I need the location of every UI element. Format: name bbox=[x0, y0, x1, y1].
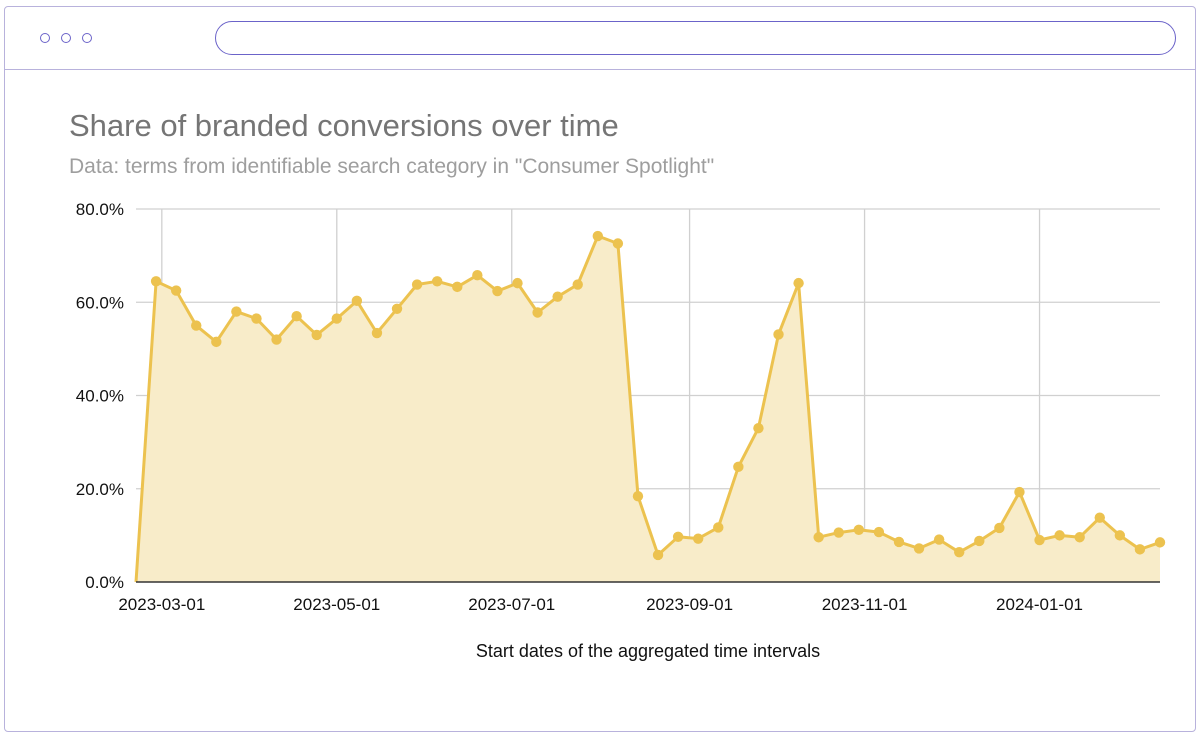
data-point[interactable] bbox=[331, 313, 342, 324]
data-point[interactable] bbox=[1054, 530, 1065, 541]
data-point[interactable] bbox=[672, 531, 684, 542]
data-point[interactable] bbox=[1074, 532, 1085, 543]
data-point[interactable] bbox=[311, 329, 322, 341]
data-point[interactable] bbox=[733, 461, 744, 473]
data-point[interactable] bbox=[1134, 544, 1146, 555]
series-line bbox=[134, 234, 1161, 583]
data-point[interactable] bbox=[492, 285, 503, 297]
y-tick-label: 80.0% bbox=[76, 200, 124, 219]
data-point[interactable] bbox=[532, 307, 543, 318]
data-point[interactable] bbox=[431, 276, 443, 287]
x-axis-title: Start dates of the aggregated time inter… bbox=[476, 641, 820, 661]
window-control-dot-icon[interactable] bbox=[82, 33, 92, 43]
x-tick-label: 2023-07-01 bbox=[468, 595, 555, 614]
data-point[interactable] bbox=[833, 527, 844, 538]
data-point[interactable] bbox=[793, 277, 804, 289]
chart-subtitle: Data: terms from identifiable search cat… bbox=[69, 155, 715, 178]
data-point[interactable] bbox=[893, 536, 905, 548]
x-tick-label: 2024-01-01 bbox=[996, 595, 1083, 614]
data-point[interactable] bbox=[853, 524, 865, 535]
y-tick-label: 40.0% bbox=[76, 387, 124, 406]
x-axis-ticks: 2023-03-01 2023-05-01 2023-07-01 2023-09-01… bbox=[118, 595, 1083, 614]
data-point[interactable] bbox=[251, 313, 262, 324]
y-tick-label: 60.0% bbox=[76, 293, 124, 312]
data-point[interactable] bbox=[552, 291, 563, 302]
window-control-dot-icon[interactable] bbox=[61, 33, 71, 43]
data-point[interactable] bbox=[1034, 534, 1045, 546]
data-point[interactable] bbox=[692, 533, 704, 544]
data-point[interactable] bbox=[592, 230, 604, 242]
data-point[interactable] bbox=[231, 306, 242, 317]
data-point[interactable] bbox=[452, 281, 463, 293]
x-tick-label: 2023-11-01 bbox=[822, 595, 908, 614]
data-point[interactable] bbox=[211, 336, 222, 348]
browser-titlebar bbox=[5, 7, 1195, 70]
y-axis-ticks: 0.0% 20.0% 40.0% 60.0% 80.0% bbox=[76, 200, 124, 592]
data-point[interactable] bbox=[371, 327, 383, 339]
data-point[interactable] bbox=[994, 522, 1005, 534]
data-point[interactable] bbox=[974, 535, 985, 547]
address-bar[interactable] bbox=[215, 21, 1176, 55]
data-point[interactable] bbox=[1114, 530, 1126, 541]
x-tick-label: 2023-05-01 bbox=[293, 595, 380, 614]
data-point[interactable] bbox=[913, 543, 925, 554]
data-point[interactable] bbox=[472, 270, 483, 281]
data-point[interactable] bbox=[351, 295, 363, 307]
data-point[interactable] bbox=[271, 334, 282, 345]
data-point[interactable] bbox=[512, 277, 523, 289]
data-point[interactable] bbox=[713, 522, 724, 533]
data-point[interactable] bbox=[1154, 537, 1166, 548]
window-control-dot-icon[interactable] bbox=[40, 33, 50, 43]
data-point[interactable] bbox=[291, 311, 302, 322]
data-point[interactable] bbox=[170, 285, 182, 296]
data-point[interactable] bbox=[873, 526, 885, 538]
data-point[interactable] bbox=[632, 491, 644, 502]
x-tick-label: 2023-09-01 bbox=[646, 595, 733, 614]
data-point[interactable] bbox=[753, 422, 764, 434]
data-point[interactable] bbox=[612, 238, 624, 249]
x-tick-label: 2023-03-01 bbox=[118, 595, 205, 614]
data-point[interactable] bbox=[1014, 486, 1025, 498]
data-point[interactable] bbox=[150, 276, 162, 287]
data-point[interactable] bbox=[572, 279, 583, 290]
y-tick-label: 0.0% bbox=[85, 573, 124, 592]
data-point[interactable] bbox=[933, 534, 945, 545]
data-point[interactable] bbox=[954, 546, 965, 558]
data-point[interactable] bbox=[1094, 512, 1105, 523]
data-point[interactable] bbox=[391, 303, 403, 314]
series-area bbox=[136, 236, 1160, 582]
data-point[interactable] bbox=[773, 329, 784, 340]
series-points bbox=[150, 230, 1166, 561]
data-point[interactable] bbox=[652, 549, 664, 561]
chart-title: Share of branded conversions over time bbox=[69, 108, 619, 143]
data-point[interactable] bbox=[813, 532, 824, 543]
y-tick-label: 20.0% bbox=[76, 480, 124, 499]
data-point[interactable] bbox=[411, 279, 423, 290]
data-point[interactable] bbox=[191, 320, 202, 331]
